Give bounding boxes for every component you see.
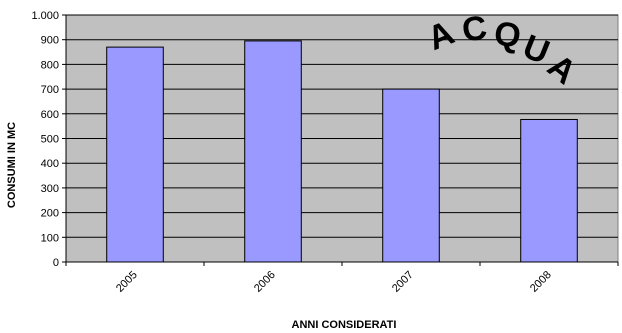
x-tick-label-2008: 2008	[528, 269, 554, 295]
y-tick-label: 600	[41, 109, 59, 121]
y-tick-label: 400	[41, 158, 59, 170]
bar-2005	[106, 46, 164, 263]
y-tick-label: 300	[41, 183, 59, 195]
y-tick-labels: 0 100 200 300 400 500 600 700 800 900 1.000	[31, 10, 59, 269]
y-axis-title: CONSUMI IN MC	[6, 122, 18, 208]
bar-2007	[382, 88, 440, 263]
wordart-letter: Q	[492, 14, 523, 55]
x-tick-label-2005: 2005	[114, 269, 140, 295]
y-tick-label: 200	[41, 208, 59, 220]
y-tick-label: 100	[41, 232, 59, 244]
x-axis-title: ANNI CONSIDERATI	[292, 319, 397, 331]
x-tick-label-2006: 2006	[252, 269, 278, 295]
y-tick-label: 900	[41, 35, 59, 47]
x-tick-label-2007: 2007	[390, 269, 416, 295]
y-tick-label: 700	[41, 84, 59, 96]
bar-2006	[244, 40, 302, 263]
wordart-letter: C	[460, 9, 490, 50]
axes	[62, 14, 619, 266]
x-tick-labels: 2005 2006 2007 2008	[114, 269, 554, 295]
y-tick-label: 800	[41, 59, 59, 71]
y-tick-label: 1.000	[31, 10, 59, 22]
bar-2008	[520, 118, 578, 263]
y-tick-label: 500	[41, 134, 59, 146]
y-tick-label: 0	[53, 257, 59, 269]
